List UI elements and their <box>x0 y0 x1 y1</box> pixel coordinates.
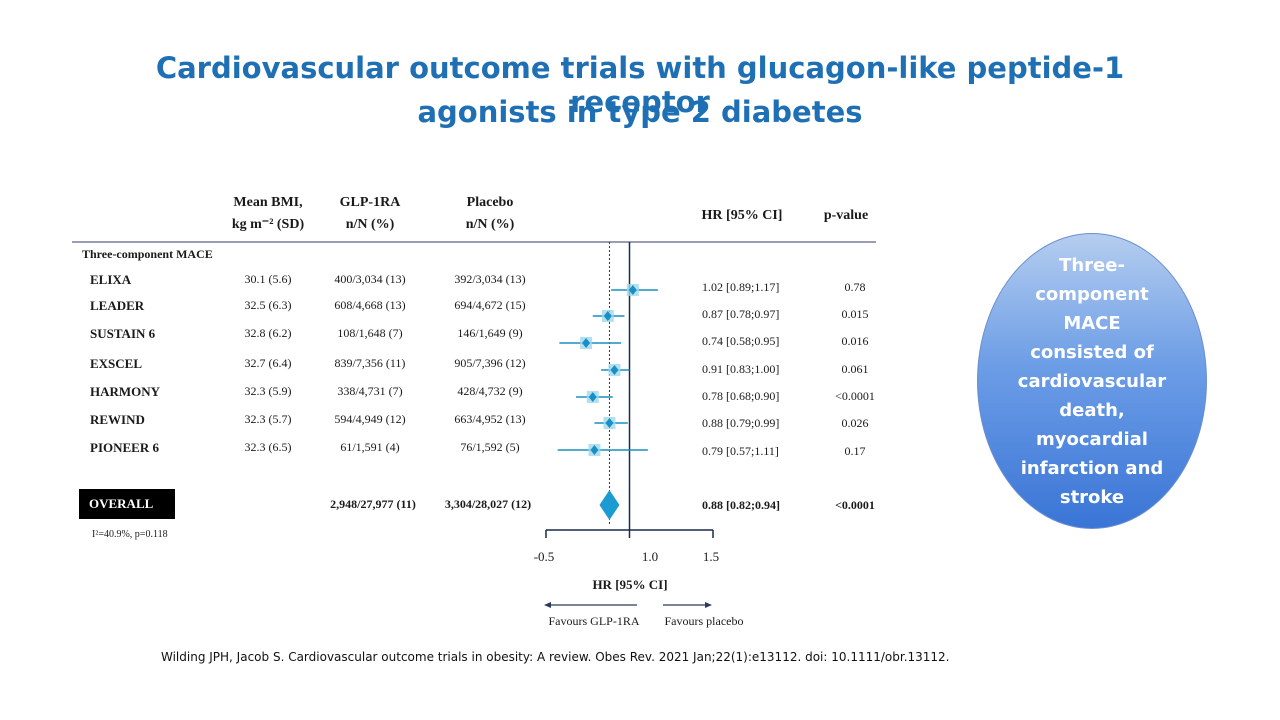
axis-tick-label: -0.5 <box>533 549 555 564</box>
trial-hr-text: 0.79 [0.57;1.11] <box>702 444 779 458</box>
trial-name: LEADER <box>90 298 145 313</box>
favours-right-label: Favours placebo <box>664 614 744 628</box>
x-axis-label: HR [95% CI] <box>592 577 668 592</box>
trial-placebo: 428/4,732 (9) <box>457 384 523 398</box>
trial-pvalue: 0.78 <box>844 280 866 294</box>
point-estimate <box>588 392 597 402</box>
trial-bmi: 30.1 (5.6) <box>244 272 292 286</box>
trial-hr-text: 0.78 [0.68;0.90] <box>702 389 780 403</box>
trial-glp: 400/3,034 (13) <box>334 272 406 286</box>
header-placebo-line1: Placebo <box>466 195 514 210</box>
trial-bmi: 32.3 (5.7) <box>244 412 292 426</box>
header-glp-line1: GLP-1RA <box>339 195 401 210</box>
trial-name: HARMONY <box>90 384 161 399</box>
favours-left-label: Favours GLP-1RA <box>548 614 640 628</box>
trial-bmi: 32.8 (6.2) <box>244 326 292 340</box>
trial-pvalue: <0.0001 <box>835 389 875 403</box>
mace-callout-text: Three-component MACE consisted of cardio… <box>1017 254 1167 508</box>
trial-glp: 594/4,949 (12) <box>334 412 406 426</box>
point-estimate <box>610 365 619 375</box>
mace-callout-ellipse: Three-component MACE consisted of cardio… <box>977 233 1207 529</box>
trial-name: EXSCEL <box>90 356 143 371</box>
favours-left-arrowhead <box>544 602 551 608</box>
header-bmi-line1: Mean BMI, <box>233 195 303 210</box>
axis-tick-label: 1.5 <box>702 549 720 564</box>
trial-bmi: 32.3 (6.5) <box>244 440 292 454</box>
trial-name: SUSTAIN 6 <box>90 326 156 341</box>
overall-hr-text: 0.88 [0.82;0.94] <box>702 498 780 512</box>
header-bmi: Mean BMI, kg m⁻² (SD) <box>218 192 318 236</box>
slide-title-line-2: agonists in type 2 diabetes <box>417 95 863 129</box>
trial-glp: 61/1,591 (4) <box>340 440 400 454</box>
header-pvalue: p-value <box>823 208 869 223</box>
trial-placebo: 392/3,034 (13) <box>454 272 526 286</box>
overall-placebo: 3,304/28,027 (12) <box>444 497 532 511</box>
trial-pvalue: 0.17 <box>844 444 866 458</box>
trial-glp: 608/4,668 (13) <box>334 298 406 312</box>
trial-pvalue: 0.016 <box>841 334 869 348</box>
section-label: Three-component MACE <box>82 247 213 261</box>
header-glp: GLP-1RA n/N (%) <box>320 192 420 236</box>
axis-tick-label: 1.0 <box>641 549 659 564</box>
point-estimate <box>603 311 612 321</box>
point-estimate <box>628 285 637 295</box>
trial-hr-text: 1.02 [0.89;1.17] <box>702 280 780 294</box>
trial-bmi: 32.5 (6.3) <box>244 298 292 312</box>
trial-name: PIONEER 6 <box>90 440 159 455</box>
overall-diamond <box>599 490 620 520</box>
trial-pvalue: 0.061 <box>841 362 869 376</box>
trial-hr-text: 0.87 [0.78;0.97] <box>702 307 780 321</box>
trial-placebo: 146/1,649 (9) <box>457 326 523 340</box>
trial-bmi: 32.7 (6.4) <box>244 356 292 370</box>
trial-name: ELIXA <box>90 272 132 287</box>
trial-placebo: 694/4,672 (15) <box>454 298 526 312</box>
trial-glp: 338/4,731 (7) <box>337 384 403 398</box>
trial-glp: 839/7,356 (11) <box>334 356 406 370</box>
trial-placebo: 905/7,396 (12) <box>454 356 526 370</box>
header-glp-line2: n/N (%) <box>345 217 395 232</box>
forest-marks <box>557 284 658 520</box>
trial-placebo: 76/1,592 (5) <box>460 440 520 454</box>
overall-pvalue: <0.0001 <box>835 498 875 512</box>
trial-placebo: 663/4,952 (13) <box>454 412 526 426</box>
point-estimate <box>605 418 614 428</box>
trial-hr-text: 0.74 [0.58;0.95] <box>702 334 780 348</box>
citation: Wilding JPH, Jacob S. Cardiovascular out… <box>161 650 950 664</box>
overall-glp: 2,948/27,977 (11) <box>330 497 416 511</box>
point-estimate <box>582 338 591 348</box>
header-placebo: Placebo n/N (%) <box>440 192 540 236</box>
trial-pvalue: 0.015 <box>841 307 869 321</box>
slide-title-line-1: Cardiovascular outcome trials with gluca… <box>155 51 1125 119</box>
trial-bmi: 32.3 (5.9) <box>244 384 292 398</box>
overall-label: OVERALL <box>79 489 175 519</box>
header-hr: HR [95% CI] <box>701 208 783 223</box>
trial-hr-text: 0.91 [0.83;1.00] <box>702 362 780 376</box>
header-bmi-line2: kg m⁻² (SD) <box>231 217 305 232</box>
axis-ticks <box>545 530 714 538</box>
trial-name: REWIND <box>90 412 145 427</box>
heterogeneity-stat: I²=40.9%, p=0.118 <box>92 529 168 540</box>
header-placebo-line2: n/N (%) <box>465 217 515 232</box>
trial-hr-text: 0.88 [0.79;0.99] <box>702 416 780 430</box>
point-estimate <box>590 445 599 455</box>
trial-glp: 108/1,648 (7) <box>337 326 403 340</box>
favours-right-arrowhead <box>705 602 712 608</box>
trial-pvalue: 0.026 <box>841 416 869 430</box>
